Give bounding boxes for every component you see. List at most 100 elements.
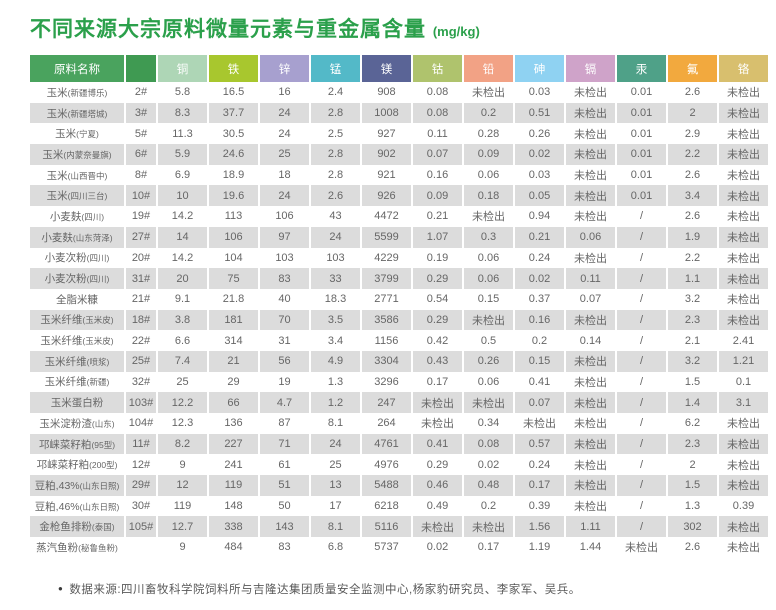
sample-number: 12#: [131, 458, 151, 471]
value-cell: 未检出: [472, 87, 505, 100]
value-cell: /: [617, 475, 666, 496]
sample-number: 11#: [126, 433, 156, 455]
value-cell: 18.3: [324, 293, 347, 306]
material-name: 小麦次粉(四川): [44, 252, 110, 265]
value-cell: 2.41: [732, 334, 755, 347]
value-cell: 0.29: [413, 309, 462, 331]
value-cell: 未检出: [719, 433, 768, 455]
value-cell: 0.26: [464, 350, 513, 372]
value-cell: 83: [278, 541, 291, 554]
value-cell: 2.6: [311, 185, 360, 207]
value-cell: 0.16: [426, 169, 449, 182]
value-cell: 未检出: [566, 144, 615, 165]
value-cell: 0.5: [480, 334, 497, 347]
value-cell: 921: [377, 169, 396, 182]
table-row: 玉米(新疆塔城) 3# 8.3 37.7 24 2.8 1008 0.08 0.2 0.51 未检出…: [30, 102, 768, 124]
value-cell: 0.15: [477, 293, 500, 306]
value-cell: 0.39: [732, 500, 755, 513]
value-cell: 148: [224, 500, 243, 513]
value-cell: 103: [275, 251, 294, 264]
value-cell: /: [617, 226, 666, 248]
value-cell: 927: [377, 127, 396, 140]
value-cell: 2.8: [327, 169, 344, 182]
value-cell: 未检出: [727, 418, 760, 431]
material-name: 金枪鱼排粉(泰国): [30, 516, 124, 538]
sample-number: 21#: [131, 293, 151, 306]
value-cell: 0.57: [515, 433, 564, 455]
value-cell: 1.21: [719, 350, 768, 372]
value-cell: 1156: [374, 334, 399, 347]
value-cell: 0.54: [426, 293, 449, 306]
value-cell: 3.5: [311, 309, 360, 331]
value-cell: 0.16: [515, 309, 564, 331]
value-cell: 0.24: [528, 251, 551, 264]
value-cell: 3799: [362, 268, 411, 289]
sample-number: 22#: [131, 334, 151, 347]
value-cell: 0.2: [480, 500, 497, 513]
value-cell: 0.02: [515, 268, 564, 289]
data-source-text: 数据来源:四川畜牧科学院饲料所与吉隆达集团质量安全监测中心,杨家豹研究员、李家军…: [69, 583, 581, 596]
value-cell: 未检出: [566, 433, 615, 455]
table-row: 小麦次粉(四川) 20# 14.2 104 103 103 4229 0.19 0.06 0.24…: [30, 248, 768, 269]
value-cell: 4.7: [260, 392, 309, 413]
value-cell: 1.3: [684, 500, 701, 513]
value-cell: 0.26: [528, 127, 551, 140]
value-cell: 0.14: [579, 334, 602, 347]
value-cell: 113: [224, 210, 243, 223]
value-cell: 0.05: [515, 185, 564, 207]
value-cell: 未检出: [727, 542, 760, 555]
material-name: 玉米(宁夏): [55, 128, 99, 141]
value-cell: 2.4: [327, 86, 344, 99]
value-cell: 未检出: [574, 170, 607, 183]
value-cell: 12.2: [158, 392, 207, 413]
value-cell: 未检出: [727, 87, 760, 100]
value-cell: 0.24: [528, 458, 551, 471]
value-cell: 9: [179, 458, 186, 471]
value-cell: 0.39: [528, 500, 551, 513]
material-name: 小麦次粉(四川): [30, 268, 124, 289]
value-cell: 未检出: [719, 144, 768, 165]
sample-number: 10#: [126, 185, 156, 207]
value-cell: 未检出: [464, 516, 513, 538]
value-cell: 0.41: [528, 375, 551, 388]
value-cell: 未检出: [719, 185, 768, 207]
value-cell: 未检出: [719, 309, 768, 331]
value-cell: 0.11: [566, 268, 615, 289]
table-row: 玉米(四川三台) 10# 10 19.6 24 2.6 926 0.09 0.18 0.05 未检出…: [30, 185, 768, 207]
sample-number: 29#: [126, 475, 156, 496]
table-row: 小麦麸(山东菏泽) 27# 14 106 97 24 5599 1.07 0.3 0.21 0.06…: [30, 226, 768, 248]
value-cell: 2.9: [684, 127, 701, 140]
sample-number: 2#: [134, 86, 148, 99]
value-cell: 2771: [374, 293, 399, 306]
column-header-镁: 镁: [362, 55, 411, 82]
value-cell: 未检出: [719, 102, 768, 124]
value-cell: 未检出: [719, 516, 768, 538]
value-cell: 未检出: [464, 309, 513, 331]
column-header-砷: 砷: [515, 55, 564, 82]
value-cell: 4229: [374, 251, 399, 264]
column-header-铬: 铬: [719, 55, 768, 82]
value-cell: 未检出: [566, 475, 615, 496]
value-cell: 5.9: [158, 144, 207, 165]
value-cell: 1.07: [413, 226, 462, 248]
value-cell: 3.2: [684, 293, 701, 306]
value-cell: 0.48: [464, 475, 513, 496]
value-cell: 1008: [362, 102, 411, 124]
value-cell: 10: [158, 185, 207, 207]
value-cell: 1.5: [684, 375, 701, 388]
value-cell: 87: [278, 417, 291, 430]
value-cell: 247: [362, 392, 411, 413]
value-cell: 0.46: [413, 475, 462, 496]
value-cell: 未检出: [727, 459, 760, 472]
value-cell: 19: [278, 375, 291, 388]
page-title: 不同来源大宗原料微量元素与重金属含量 (mg/kg): [0, 0, 776, 43]
value-cell: 4.9: [311, 350, 360, 372]
value-cell: 1.1: [668, 268, 717, 289]
value-cell: 29: [227, 375, 240, 388]
value-cell: 未检出: [566, 102, 615, 124]
value-cell: 12: [158, 475, 207, 496]
material-name: 玉米淀粉渣(山东): [39, 417, 115, 430]
data-table-body: 玉米(新疆博乐) 2# 5.8 16.5 16 2.4 908 0.08 未检出 0.03 未检出 0…: [30, 82, 768, 558]
material-name: 玉米纤维(新疆): [44, 376, 110, 389]
value-cell: 0.3: [464, 226, 513, 248]
